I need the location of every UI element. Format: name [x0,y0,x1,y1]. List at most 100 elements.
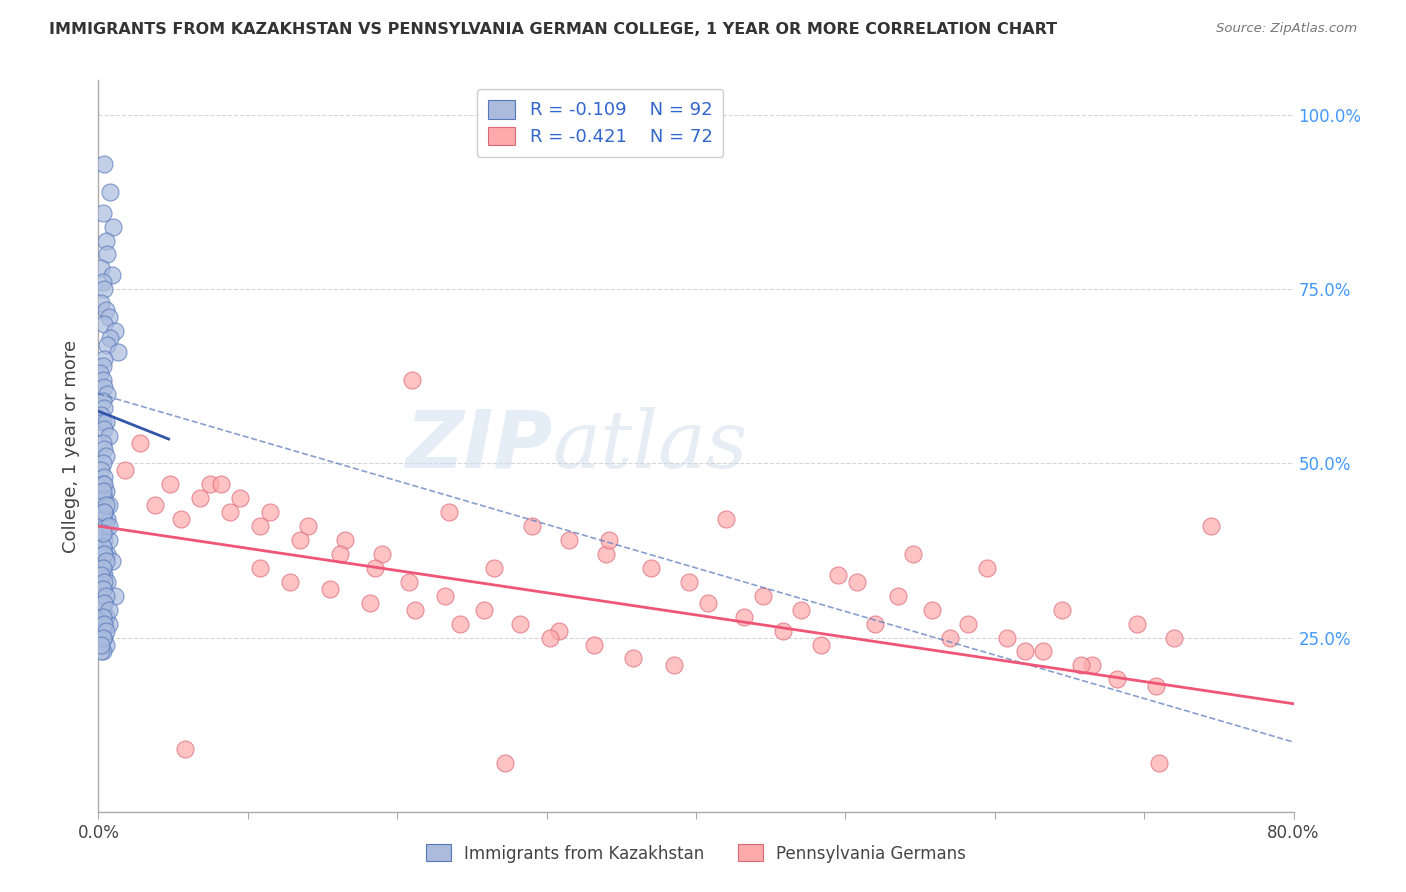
Point [595,547,617,561]
Point [104,324,127,338]
Point [733,609,755,624]
Point [188,491,211,506]
Point [364,561,387,575]
Point [94,609,117,624]
Point [93,470,115,484]
Point [1125,616,1147,631]
Point [1070,658,1092,673]
Point [538,631,561,645]
Point [1144,679,1167,693]
Point [93,596,115,610]
Point [94,450,117,464]
Point [827,567,849,582]
Point [288,533,311,547]
Y-axis label: College, 1 year or more: College, 1 year or more [62,340,80,552]
Point [484,561,506,575]
Point [96,547,118,561]
Point [401,373,423,387]
Point [94,234,117,248]
Point [547,624,569,638]
Point [329,547,352,561]
Point [93,505,115,519]
Point [94,415,117,429]
Point [976,561,998,575]
Point [90,567,112,582]
Point [404,603,426,617]
Point [97,519,120,533]
Point [91,275,114,289]
Point [91,415,114,429]
Point [94,498,117,512]
Point [104,589,127,603]
Point [494,756,516,770]
Point [91,644,114,658]
Point [1107,673,1129,687]
Point [98,185,122,199]
Point [509,616,531,631]
Point [91,435,114,450]
Point [520,519,543,533]
Point [114,463,136,477]
Point [249,519,271,533]
Point [90,261,112,276]
Point [90,408,112,422]
Point [129,435,152,450]
Point [939,631,962,645]
Point [98,331,122,345]
Point [93,491,115,506]
Point [297,519,319,533]
Point [93,282,115,296]
Point [94,484,117,499]
Point [93,157,115,171]
Point [91,540,114,554]
Point [93,547,115,561]
Point [97,428,120,442]
Point [319,582,342,596]
Point [91,603,114,617]
Point [398,574,420,589]
Point [472,603,495,617]
Point [91,457,114,471]
Point [772,624,794,638]
Point [359,596,381,610]
Point [1014,644,1036,658]
Point [94,554,117,568]
Point [90,638,112,652]
Point [956,616,979,631]
Point [91,631,114,645]
Point [200,477,222,491]
Point [91,512,114,526]
Point [93,547,115,561]
Point [90,463,112,477]
Point [640,561,662,575]
Point [621,651,644,665]
Text: IMMIGRANTS FROM KAZAKHSTAN VS PENNSYLVANIA GERMAN COLLEGE, 1 YEAR OR MORE CORREL: IMMIGRANTS FROM KAZAKHSTAN VS PENNSYLVAN… [49,22,1057,37]
Point [93,631,115,645]
Point [789,603,811,617]
Point [97,498,120,512]
Point [1147,756,1170,770]
Point [921,603,943,617]
Point [91,505,114,519]
Point [93,477,115,491]
Point [558,533,581,547]
Point [93,442,115,457]
Point [91,484,114,499]
Point [278,574,301,589]
Point [90,644,112,658]
Point [91,373,114,387]
Point [90,296,112,310]
Point [697,596,720,610]
Point [810,638,832,652]
Point [96,247,118,261]
Point [96,512,118,526]
Point [94,624,117,638]
Point [93,616,115,631]
Point [583,638,606,652]
Point [91,519,114,533]
Point [91,582,114,596]
Point [97,310,120,325]
Point [89,366,111,380]
Point [91,359,114,373]
Point [101,554,124,568]
